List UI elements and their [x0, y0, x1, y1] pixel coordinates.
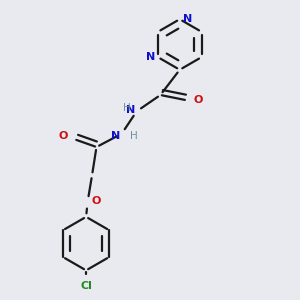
Text: O: O	[193, 95, 203, 105]
Text: N: N	[183, 14, 192, 24]
Text: H: H	[130, 131, 138, 141]
Text: O: O	[59, 131, 68, 141]
Text: N: N	[111, 131, 120, 141]
Text: H: H	[123, 103, 131, 113]
Text: N: N	[126, 105, 135, 115]
Text: Cl: Cl	[80, 281, 92, 291]
Text: O: O	[91, 196, 101, 206]
Text: N: N	[146, 52, 155, 61]
